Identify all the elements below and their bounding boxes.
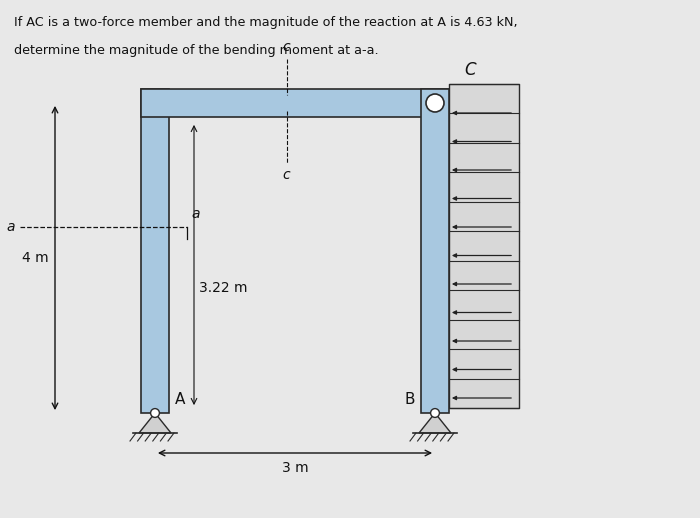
Bar — [421, 89, 449, 413]
Text: c: c — [283, 40, 290, 54]
Bar — [141, 89, 449, 117]
Text: C: C — [464, 61, 475, 79]
Text: 3.22 m: 3.22 m — [199, 281, 248, 295]
Text: If AC is a two-force member and the magnitude of the reaction at A is 4.63 kN,: If AC is a two-force member and the magn… — [14, 16, 517, 28]
Text: 4 m: 4 m — [22, 251, 49, 265]
Text: A: A — [175, 392, 186, 407]
Text: 3 m: 3 m — [281, 461, 308, 475]
Polygon shape — [139, 413, 171, 433]
Bar — [449, 84, 519, 408]
Circle shape — [426, 94, 444, 112]
Text: determine the magnitude of the bending moment at a-a.: determine the magnitude of the bending m… — [14, 44, 379, 57]
Text: c: c — [283, 168, 290, 182]
Text: a: a — [6, 220, 15, 234]
Circle shape — [430, 409, 440, 418]
Polygon shape — [419, 413, 451, 433]
Text: B: B — [405, 392, 415, 407]
Text: a: a — [191, 207, 200, 221]
Bar — [141, 89, 169, 413]
Circle shape — [150, 409, 160, 418]
